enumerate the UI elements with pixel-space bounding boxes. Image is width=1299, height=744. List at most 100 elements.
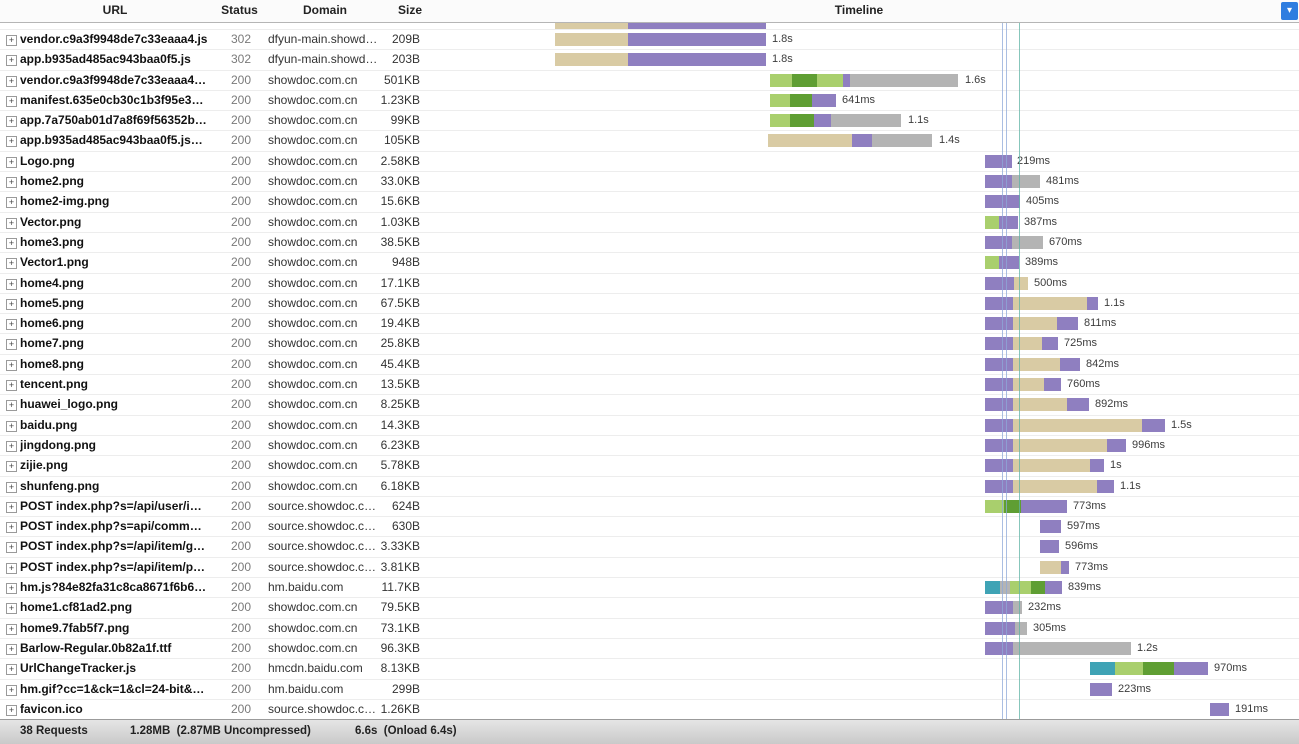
expand-icon[interactable]: + [6,481,17,493]
table-row[interactable]: + home3.png 200 showdoc.com.cn 38.5KB 67… [0,232,1299,254]
size-cell: 203B [391,52,420,67]
table-row[interactable]: + home7.png 200 showdoc.com.cn 25.8KB 72… [0,334,1299,355]
table-row[interactable]: + baidu.png 200 showdoc.com.cn 14.3KB 1.… [0,415,1299,436]
expand-icon[interactable]: + [6,217,17,229]
table-row[interactable]: + home4.png 200 showdoc.com.cn 17.1KB 50… [0,273,1299,294]
table-row[interactable]: + POST index.php?s=/api/item/g… 200 sour… [0,537,1299,558]
timeline-bar-segment [999,215,1018,229]
request-count: 38 Requests [20,725,88,737]
expand-icon[interactable]: + [6,522,17,534]
table-row[interactable]: + home2.png 200 showdoc.com.cn 33.0KB 48… [0,172,1299,193]
expand-icon[interactable]: + [6,664,17,676]
domain-cell: source.showdoc.c… [268,498,377,513]
expand-icon[interactable]: + [6,156,17,168]
timeline-bar-segment [850,73,958,87]
table-row[interactable]: + app.7a750ab01d7a8f69f56352b… 200 showd… [0,111,1299,132]
column-header-status[interactable]: Status [221,3,258,17]
timeline-bar-segment [831,114,901,128]
expand-icon[interactable]: + [6,258,17,270]
column-header-timeline[interactable]: Timeline [834,3,884,17]
table-row[interactable]: + jingdong.png 200 showdoc.com.cn 6.23KB… [0,435,1299,457]
table-row[interactable]: + app.b935ad485ac943baa0f5.js… 200 showd… [0,131,1299,152]
request-rows: + vendor.c9a3f9948de7c33eaaa4.js 302 dfy… [0,30,1299,721]
expand-icon[interactable]: + [6,278,17,290]
domain-cell: source.showdoc.c… [268,559,377,574]
url-cell: Barlow-Regular.0b82a1f.ttf [20,640,172,655]
status-cell: 200 [230,295,252,310]
status-cell: 200 [230,336,252,351]
size-cell: 8.13KB [380,661,420,676]
domain-cell: showdoc.com.cn [268,194,358,209]
table-row[interactable]: + zijie.png 200 showdoc.com.cn 5.78KB 1s [0,456,1299,477]
expand-icon[interactable]: + [6,501,17,513]
expand-icon[interactable]: + [6,623,17,635]
expand-icon[interactable]: + [6,298,17,310]
table-row[interactable]: + Barlow-Regular.0b82a1f.ttf 200 showdoc… [0,638,1299,660]
table-row[interactable]: + UrlChangeTracker.js 200 hmcdn.baidu.co… [0,659,1299,680]
table-row[interactable]: + Vector.png 200 showdoc.com.cn 1.03KB 3… [0,212,1299,233]
column-header-domain[interactable]: Domain [302,3,347,17]
table-row[interactable]: + home2-img.png 200 showdoc.com.cn 15.6K… [0,192,1299,213]
expand-icon[interactable]: + [6,603,17,615]
expand-icon[interactable]: + [6,704,17,716]
table-row[interactable]: + favicon.ico 200 source.showdoc.c… 1.26… [0,699,1299,721]
table-row[interactable]: + POST index.php?s=api/comm… 200 source.… [0,517,1299,538]
expand-icon[interactable]: + [6,542,17,554]
timeline-cell: 387ms [0,213,1299,232]
timeline-cell: 1.1s [0,111,1299,130]
expand-icon[interactable]: + [6,461,17,473]
table-row[interactable]: + home9.7fab5f7.png 200 showdoc.com.cn 7… [0,618,1299,639]
status-cell: 200 [230,92,252,107]
expand-icon[interactable]: + [6,562,17,574]
column-header-url[interactable]: URL [102,3,128,17]
table-row[interactable]: + vendor.c9a3f9948de7c33eaaa4.js 302 dfy… [0,30,1299,51]
expand-icon[interactable]: + [6,684,17,696]
expand-icon[interactable]: + [6,420,17,432]
timeline-bar-segment [770,73,792,87]
table-row[interactable]: + hm.gif?cc=1&ck=1&cl=24-bit&… 200 hm.ba… [0,679,1299,700]
table-row[interactable]: + POST index.php?s=/api/item/p… 200 sour… [0,557,1299,579]
timeline-cell: 405ms [0,192,1299,211]
table-row[interactable]: + manifest.635e0cb30c1b3f95e3… 200 showd… [0,90,1299,112]
timeline-cell: 1.6s [0,71,1299,90]
url-cell: home6.png [20,316,85,331]
expand-icon[interactable]: + [6,116,17,128]
table-row[interactable]: + home5.png 200 showdoc.com.cn 67.5KB 1.… [0,293,1299,315]
table-row[interactable]: + Logo.png 200 showdoc.com.cn 2.58KB 219… [0,151,1299,173]
expand-icon[interactable]: + [6,55,17,67]
table-row[interactable]: + huawei_logo.png 200 showdoc.com.cn 8.2… [0,395,1299,416]
table-row[interactable]: + shunfeng.png 200 showdoc.com.cn 6.18KB… [0,476,1299,497]
expand-icon[interactable]: + [6,583,17,595]
table-row[interactable]: + POST index.php?s=/api/user/i… 200 sour… [0,496,1299,518]
timing-label: 389ms [1025,256,1059,269]
table-row[interactable]: + home1.cf81ad2.png 200 showdoc.com.cn 7… [0,598,1299,619]
table-row[interactable]: + home8.png 200 showdoc.com.cn 45.4KB 84… [0,354,1299,376]
column-header-size[interactable]: Size [397,3,422,17]
expand-icon[interactable]: + [6,400,17,412]
table-row[interactable]: + Vector1.png 200 showdoc.com.cn 948B 38… [0,253,1299,274]
expand-icon[interactable]: + [6,643,17,655]
url-cell: home5.png [20,295,85,310]
url-cell: home3.png [20,234,85,249]
expand-icon[interactable]: + [6,339,17,351]
table-row[interactable]: + app.b935ad485ac943baa0f5.js 302 dfyun-… [0,50,1299,71]
table-row[interactable]: + hm.js?84e82fa31c8ca8671f6b6… 200 hm.ba… [0,578,1299,599]
expand-icon[interactable]: + [6,319,17,331]
size-cell: 17.1KB [380,275,420,290]
expand-icon[interactable]: + [6,237,17,249]
expand-icon[interactable]: + [6,359,17,371]
table-row[interactable]: + vendor.c9a3f9948de7c33eaaa4… 200 showd… [0,70,1299,91]
chevron-down-icon[interactable]: ▾ [1281,2,1298,20]
table-row[interactable]: + tencent.png 200 showdoc.com.cn 13.5KB … [0,375,1299,396]
timeline-bar-segment [872,134,932,148]
expand-icon[interactable]: + [6,75,17,87]
expand-icon[interactable]: + [6,380,17,392]
table-row[interactable]: + home6.png 200 showdoc.com.cn 19.4KB 81… [0,314,1299,335]
expand-icon[interactable]: + [6,95,17,107]
expand-icon[interactable]: + [6,440,17,452]
timeline-bar-segment [985,418,1013,432]
expand-icon[interactable]: + [6,197,17,209]
expand-icon[interactable]: + [6,136,17,148]
expand-icon[interactable]: + [6,35,17,46]
expand-icon[interactable]: + [6,177,17,189]
